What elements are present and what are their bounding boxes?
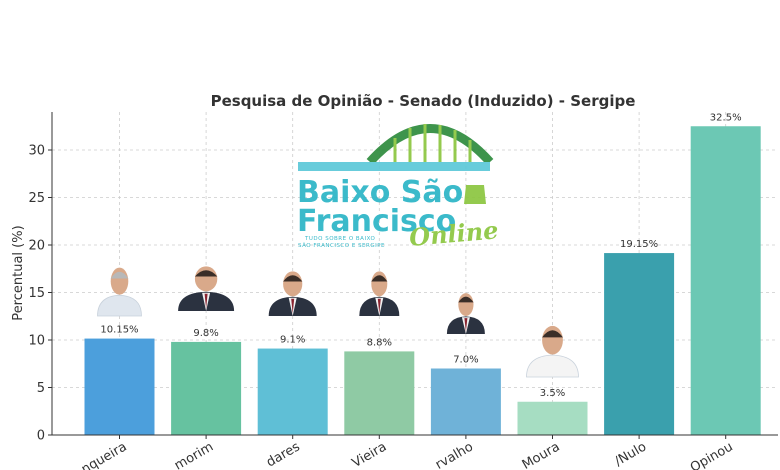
data-label-6: 19.15% <box>620 239 658 250</box>
grid-lines <box>52 112 778 435</box>
data-label-4: 7.0% <box>453 355 478 366</box>
bar-6 <box>604 253 675 435</box>
bar-3 <box>344 351 415 435</box>
candidate-photos <box>97 266 579 378</box>
category-label-0: nqueira <box>79 439 130 470</box>
bar-4 <box>430 368 501 435</box>
data-label-5: 3.5% <box>540 388 565 399</box>
data-label-2: 9.1% <box>280 335 305 346</box>
y-tick-label: 20 <box>28 239 45 254</box>
data-label-7: 32.5% <box>710 112 742 123</box>
data-label-3: 8.8% <box>367 337 392 348</box>
candidate-photo-5-icon <box>526 325 579 378</box>
bridge-deck-icon <box>298 162 490 171</box>
candidate-photo-3-icon <box>359 271 400 316</box>
category-label-7: Opinou <box>688 439 736 470</box>
data-label-1: 9.8% <box>193 328 218 339</box>
data-label-0: 10.15% <box>100 325 138 336</box>
category-label-1: morim <box>172 439 216 470</box>
bucket-icon <box>464 185 486 204</box>
bridge-arch-icon <box>366 124 494 166</box>
bar-2 <box>257 348 328 435</box>
bar-5 <box>517 401 588 435</box>
chart-title: Pesquisa de Opinião - Senado (Induzido) … <box>211 92 636 110</box>
bar-0 <box>84 338 155 435</box>
watermark-logo: Baixo São Francisco TUDO SOBRE O BAIXO S… <box>297 124 499 252</box>
logo-tagline2: SÃO FRANCISCO E SERGIPE <box>298 242 385 249</box>
candidate-photo-1-icon <box>178 266 235 311</box>
y-tick-label: 5 <box>37 381 45 396</box>
y-tick-label: 25 <box>28 191 45 206</box>
bars <box>84 126 761 435</box>
y-axis-label: Percentual (%) <box>11 225 26 320</box>
y-tick-label: 0 <box>37 429 45 444</box>
y-tick-label: 30 <box>28 144 45 159</box>
category-label-3: Vieira <box>350 439 390 470</box>
bar-7 <box>690 126 761 435</box>
logo-line1: Baixo São <box>297 175 463 210</box>
logo-tagline1: TUDO SOBRE O BAIXO <box>304 236 375 242</box>
category-label-5: Moura <box>520 439 563 470</box>
candidate-photo-4-icon <box>446 293 485 334</box>
y-tick-label: 15 <box>28 286 45 301</box>
bar-1 <box>171 341 242 435</box>
category-label-6: /Nulo <box>612 439 649 469</box>
bridge-cables-icon <box>393 124 472 162</box>
category-label-2: dares <box>264 439 303 470</box>
candidate-photo-2-icon <box>268 271 317 316</box>
y-tick-label: 10 <box>28 334 45 349</box>
data-labels: 10.15% 9.8% 9.1% 8.8% 7.0% 3.5% 19.15% 32.5% <box>100 112 741 399</box>
category-label-4: rvalho <box>433 439 476 470</box>
candidate-photo-0-icon <box>97 267 142 317</box>
logo-line2: Francisco <box>297 204 456 239</box>
